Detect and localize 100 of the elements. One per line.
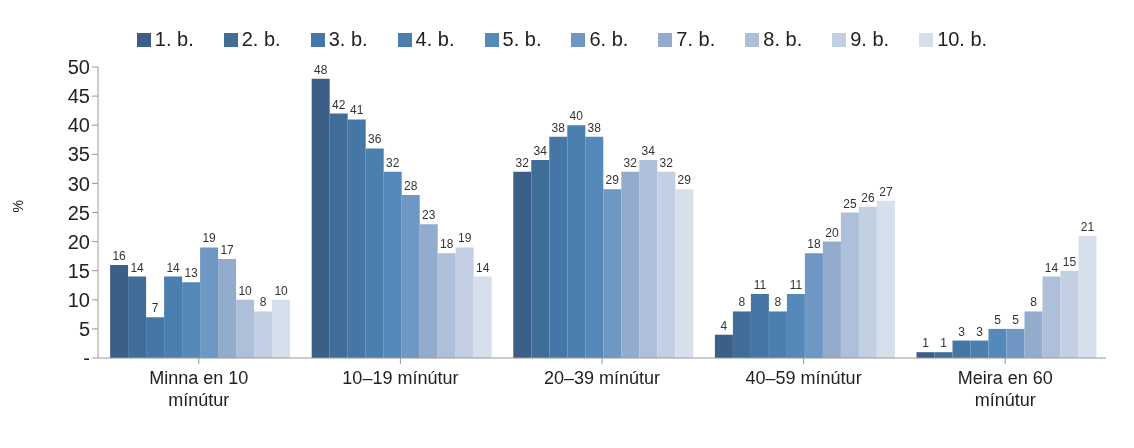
bar [236,299,255,358]
bar [110,264,129,358]
y-tick-label: 45 [67,85,90,108]
data-label: 11 [789,277,803,292]
bar [419,224,438,358]
data-label: 29 [677,173,692,188]
data-label: 42 [332,97,346,112]
x-tick-label: 10–19 mínútur [342,368,459,388]
data-label: 38 [587,120,602,135]
bar [473,276,492,358]
bar [1060,270,1079,358]
data-label: 19 [458,231,472,246]
legend-label: 5. b. [502,28,542,51]
y-tick-label: 10 [67,288,90,311]
bar [858,206,877,358]
bar [732,311,751,358]
legend-label: 2. b. [241,28,281,51]
data-label: 28 [404,179,418,194]
bar [254,311,273,358]
data-label: 38 [551,120,566,135]
bar [1006,328,1025,358]
data-label: 14 [130,260,145,275]
data-label: 10 [238,283,253,298]
bar [876,200,895,358]
data-label: 19 [202,231,217,246]
data-label: 4 [720,318,728,333]
y-tick-label: 30 [67,172,90,195]
data-label: 11 [753,277,767,292]
bar [1024,311,1043,358]
bar [603,189,622,358]
bar [455,247,474,358]
data-label: 18 [440,237,454,252]
x-tick-label: Minna en 10 mínútur [149,368,249,410]
bar [401,195,420,358]
legend-label: 6. b. [589,28,629,51]
data-label: 17 [220,243,235,258]
data-label: 5 [994,312,1002,327]
data-label: 34 [641,144,656,159]
bar [621,171,640,358]
y-tick-label: 15 [67,259,90,282]
x-tick-label: 20–39 mínútur [543,368,661,388]
bar [840,212,859,358]
legend-label: 4. b. [415,28,455,51]
data-label: 29 [605,173,620,188]
data-label: 32 [515,155,530,170]
data-label: 34 [533,144,548,159]
data-label: 8 [1030,295,1038,310]
data-label: 16 [112,248,127,263]
bar [329,113,348,358]
data-label: 14 [166,260,181,275]
legend-label: 9. b. [850,28,890,51]
data-label: 5 [1012,312,1020,327]
bar [272,299,291,358]
bar [804,253,823,358]
y-tick-label: - [83,347,90,370]
data-label: 36 [368,132,382,147]
data-label: 1 [922,336,930,351]
bar [531,160,550,358]
data-label: 8 [259,295,267,310]
legend-label: 3. b. [328,28,368,51]
data-label: 20 [825,225,839,240]
bar [639,160,658,358]
bar [714,334,733,358]
legend-label: 10. b. [937,28,988,51]
data-label: 15 [1062,254,1077,269]
data-label: 18 [807,237,821,252]
bar [822,241,841,358]
y-tick-label: 25 [67,201,90,224]
data-label: 23 [422,208,436,223]
data-label: 25 [843,196,857,211]
data-label: 7 [151,301,159,316]
bar [657,171,676,358]
y-tick-label: 5 [78,318,90,340]
data-label: 10 [274,283,289,298]
y-axis-title: % [9,200,26,213]
data-label: 48 [314,62,328,77]
y-tick-label: 35 [67,143,90,166]
data-label: 32 [386,155,400,170]
data-label: 14 [1044,260,1059,275]
data-label: 40 [569,109,584,124]
legend-label: 8. b. [763,28,803,51]
bar [437,253,456,358]
legend-label: 1. b. [154,28,194,51]
data-label: 3 [958,324,966,339]
y-tick-label: 20 [67,230,90,253]
data-label: 8 [774,295,782,310]
bar [1042,276,1061,358]
data-label: 41 [350,103,364,118]
x-tick-label: 40–59 mínútur [745,368,862,388]
data-label: 13 [184,266,199,281]
bar [311,78,330,358]
bar [513,171,532,358]
x-tick-label: Meira en 60 mínútur [957,368,1053,410]
bar [1078,235,1097,358]
data-label: 27 [879,184,893,199]
bar [200,247,219,358]
data-label: 3 [976,324,984,339]
data-label: 26 [861,190,875,205]
bar [218,259,237,358]
data-label: 1 [940,336,948,351]
